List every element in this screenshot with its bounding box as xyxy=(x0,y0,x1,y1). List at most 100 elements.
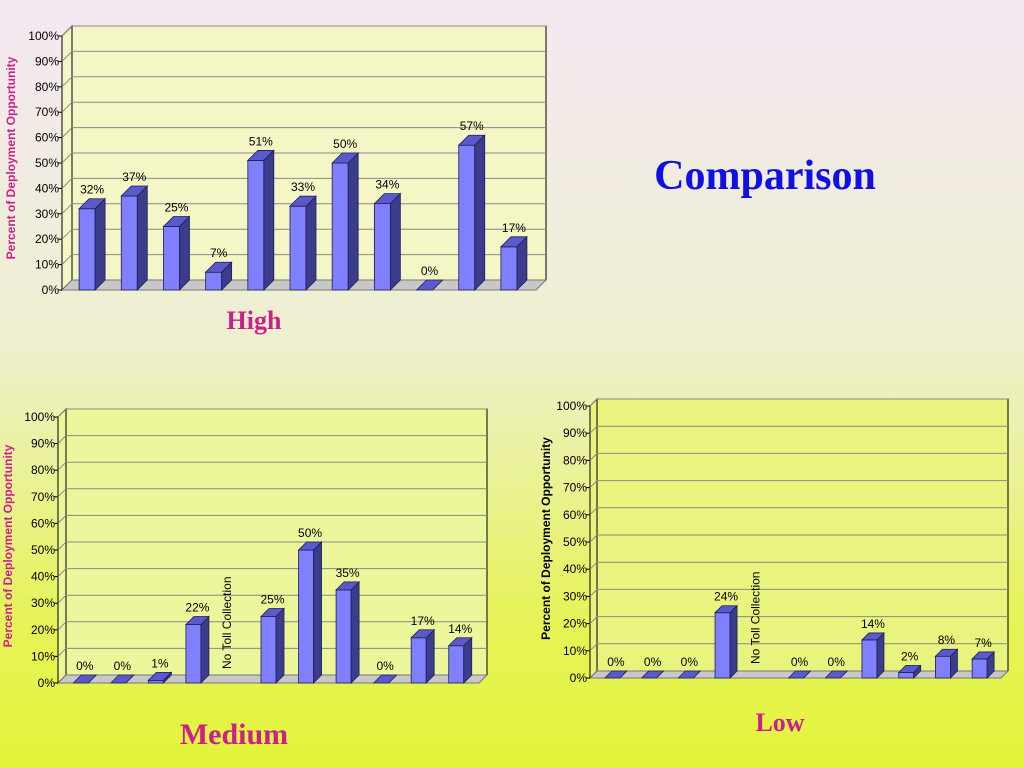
medium-bar-top xyxy=(184,616,210,625)
low-bar xyxy=(934,648,959,679)
medium-bar xyxy=(372,674,398,684)
medium-bar-top xyxy=(109,674,135,684)
low-bar-side xyxy=(729,604,738,679)
medium-data-label: 50% xyxy=(298,526,322,540)
low-tick-label: 70% xyxy=(563,481,587,495)
high-bar-side xyxy=(347,152,359,291)
high-gridline-side xyxy=(61,152,73,164)
medium-ylabel: Percent of Deployment Opportunity xyxy=(1,444,15,647)
high-data-label: 7% xyxy=(210,246,228,260)
medium-bar-top xyxy=(72,674,98,684)
medium-tick-label: 50% xyxy=(31,543,55,557)
high-gridline-side xyxy=(61,127,73,138)
high-bar-front xyxy=(373,203,391,291)
chart-low-title: Low xyxy=(755,708,805,737)
medium-gridline-side xyxy=(57,461,67,471)
high-bar xyxy=(499,235,528,291)
high-gridline-side xyxy=(61,178,73,189)
medium-bar-front xyxy=(298,549,314,684)
chart-high-title: High xyxy=(226,306,282,335)
medium-data-label: 35% xyxy=(336,566,360,580)
low-bar-side xyxy=(876,631,885,679)
medium-gridline-side xyxy=(57,541,67,551)
high-bar-top xyxy=(246,150,275,161)
slide-title: Comparison xyxy=(654,153,876,199)
low-bar-top xyxy=(603,670,628,679)
high-bar-top xyxy=(331,152,360,164)
medium-bar-side xyxy=(313,541,322,684)
high-ylabel: Percent of Deployment Opportunity xyxy=(4,56,18,259)
medium-bar xyxy=(297,541,323,684)
medium-data-label: 0% xyxy=(76,659,94,673)
high-bar xyxy=(246,149,275,291)
medium-bar-top xyxy=(410,629,436,639)
low-tick-label: 40% xyxy=(563,562,587,576)
medium-bar-front xyxy=(410,637,427,684)
low-data-label: 0% xyxy=(644,655,662,669)
high-bar-front xyxy=(289,205,307,291)
high-tick-label: 50% xyxy=(35,156,59,170)
low-bar xyxy=(971,650,996,679)
high-tick-label: 70% xyxy=(35,105,59,119)
low-tick-label: 100% xyxy=(556,399,587,413)
low-data-label: 0% xyxy=(607,655,625,669)
low-bar-top xyxy=(971,651,996,660)
high-tick-label: 80% xyxy=(35,80,59,94)
low-tick-label: 50% xyxy=(563,535,587,549)
high-data-label: 57% xyxy=(460,119,484,133)
high-bar xyxy=(415,279,444,291)
high-bar xyxy=(120,185,149,291)
high-bar-top xyxy=(499,236,528,248)
low-annotation: No Toll Collection xyxy=(748,572,762,665)
medium-tick-label: 0% xyxy=(38,676,56,690)
low-bar xyxy=(640,670,665,679)
low-data-label: 14% xyxy=(861,617,885,631)
high-bar-front xyxy=(331,162,349,291)
high-tick-label: 40% xyxy=(35,181,59,195)
high-bar-top xyxy=(415,279,444,291)
high-tick-label: 10% xyxy=(35,258,59,272)
low-ylabel: Percent of Deployment Opportunity xyxy=(539,437,553,640)
chart-medium-title: Medium xyxy=(179,718,289,751)
medium-gridline-side xyxy=(57,435,67,444)
low-gridline-side xyxy=(589,425,598,434)
medium-bar-front xyxy=(335,589,352,684)
low-bar-top xyxy=(934,648,959,657)
low-tick-label: 10% xyxy=(563,644,587,658)
high-data-label: 32% xyxy=(80,183,104,197)
high-bar xyxy=(289,195,317,291)
high-bar-front xyxy=(78,208,96,291)
high-gridline-side xyxy=(61,228,73,240)
low-gridline-side xyxy=(589,589,598,597)
high-data-label: 34% xyxy=(375,178,399,192)
low-bar-top xyxy=(714,605,739,614)
medium-bar xyxy=(109,674,135,684)
high-gridline-side xyxy=(61,254,73,265)
medium-bar xyxy=(72,674,98,684)
high-bar-front xyxy=(458,144,476,291)
medium-bar xyxy=(184,615,210,684)
high-bar xyxy=(162,215,191,291)
medium-data-label: 17% xyxy=(411,614,435,628)
high-tick-label: 20% xyxy=(35,232,59,246)
medium-gridline-side xyxy=(57,568,67,577)
low-data-label: 0% xyxy=(791,655,809,669)
medium-bar-side xyxy=(200,615,210,684)
low-tick-label: 20% xyxy=(563,617,587,631)
high-bar xyxy=(331,152,360,291)
high-bar-top xyxy=(120,185,149,197)
low-gridline-side xyxy=(589,643,598,652)
low-bar-top xyxy=(640,670,665,679)
medium-gridline-side xyxy=(57,515,67,524)
low-bar-front xyxy=(971,658,988,679)
high-bar xyxy=(78,197,107,291)
low-bar xyxy=(824,670,849,679)
medium-bar xyxy=(147,671,173,684)
medium-data-label: 22% xyxy=(185,600,209,614)
high-bar-front xyxy=(205,271,223,291)
low-tick-label: 60% xyxy=(563,508,587,522)
medium-bar-top xyxy=(447,637,473,647)
high-data-label: 33% xyxy=(291,180,315,194)
high-gridline-side xyxy=(61,203,73,215)
high-bar xyxy=(457,134,486,291)
